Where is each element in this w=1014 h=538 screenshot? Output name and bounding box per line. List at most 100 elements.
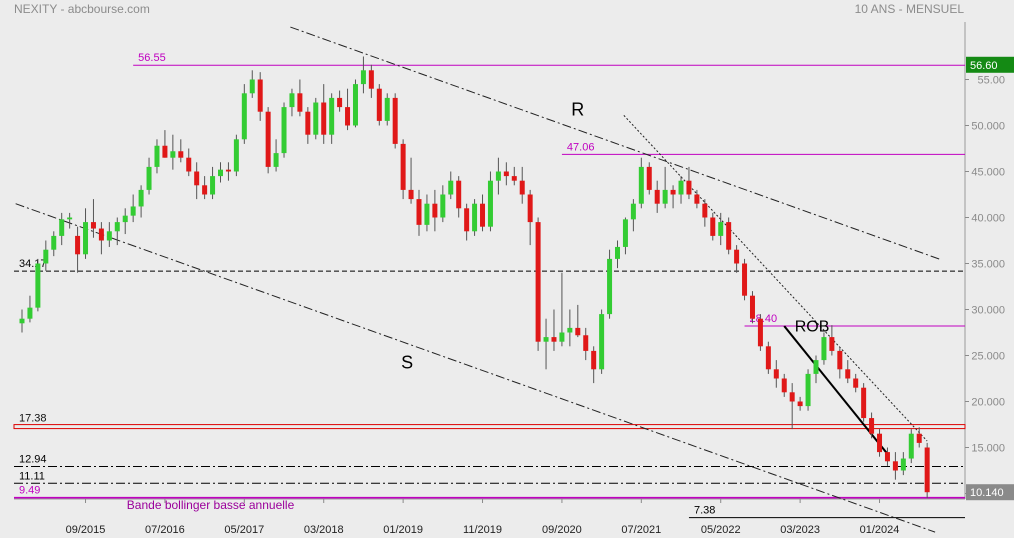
candle-body (368, 70, 374, 89)
level-label: 7.38 (694, 505, 715, 517)
candle-body (622, 219, 628, 247)
candle-body (352, 84, 358, 126)
candle-body (289, 93, 295, 108)
y-tick-label: 55.00 (977, 75, 1005, 87)
candle-body (638, 166, 644, 204)
candle-body (726, 222, 732, 250)
candle-body (757, 318, 763, 347)
x-tick-label: 03/2018 (304, 524, 344, 536)
candle-body (813, 360, 819, 374)
candle-body (535, 222, 541, 342)
candle-body (837, 350, 843, 370)
trend-line (623, 115, 928, 442)
candle-body (265, 111, 271, 167)
candle-body (884, 452, 890, 462)
candle-body (249, 79, 255, 94)
candle-body (487, 180, 493, 227)
candle-body (583, 335, 589, 351)
candle-body (900, 458, 906, 471)
candle-body (19, 318, 25, 324)
candle-body (329, 97, 335, 135)
candle-body (599, 314, 605, 370)
candle-body (178, 151, 184, 158)
candle-body (90, 222, 96, 229)
candle-body (495, 171, 501, 181)
candle-body (154, 145, 160, 167)
candle-body (27, 307, 33, 319)
level-label: 17.38 (19, 413, 47, 425)
candle-body (845, 369, 851, 379)
candle-body (765, 346, 771, 370)
level-label: 12.94 (19, 453, 47, 465)
candle-body (297, 93, 303, 112)
trend-line (15, 203, 936, 533)
candle-body (376, 88, 382, 121)
chart-annotation: Bande bollinger basse annuelle (127, 498, 295, 512)
candle-body (233, 139, 239, 172)
price-badge (966, 484, 1014, 501)
candle-body (908, 433, 914, 459)
candle-body (83, 222, 89, 255)
candle-body (480, 203, 486, 227)
candle-body (225, 169, 231, 172)
price-badge (966, 56, 1014, 73)
candle-body (797, 401, 803, 407)
candle-body (670, 189, 676, 195)
x-tick-label: 09/2020 (542, 524, 582, 536)
candle-body (162, 145, 168, 158)
candle-body (43, 249, 49, 264)
level-label: 11.11 (19, 470, 45, 482)
x-tick-label: 01/2024 (860, 524, 900, 536)
y-tick-label: 20.000 (971, 397, 1005, 409)
candle-body (924, 447, 930, 493)
level-label: 28.40 (750, 313, 778, 325)
candle-body (615, 246, 620, 259)
x-tick-label: 05/2017 (224, 524, 264, 536)
candle-body (321, 102, 327, 135)
candle-body (607, 258, 613, 315)
y-tick-label: 45.000 (971, 167, 1005, 179)
candle-body (718, 222, 724, 236)
candle-body (686, 180, 692, 195)
chart-annotation: ROB (795, 319, 830, 336)
candle-body (734, 249, 740, 264)
y-tick-label: 15.000 (971, 443, 1005, 455)
y-tick-label: 35.000 (971, 259, 1005, 271)
chart-annotation: R (571, 99, 584, 119)
candle-body (114, 222, 120, 232)
candle-body (194, 171, 200, 186)
candle-body (853, 378, 859, 388)
candle-body (773, 369, 779, 379)
candle-body (241, 93, 247, 140)
candle-body (829, 337, 835, 351)
candle-body (749, 295, 755, 319)
x-tick-label: 05/2022 (701, 524, 741, 536)
support-band-line (13, 424, 966, 430)
x-tick-label: 01/2019 (383, 524, 423, 536)
candle-body (464, 208, 470, 232)
candle-body (511, 176, 517, 181)
candle-body (694, 194, 700, 204)
candle-body (575, 327, 581, 336)
candle-body (35, 263, 41, 308)
candle-body (559, 332, 565, 342)
price-badge-label: 56.60 (970, 60, 998, 72)
y-tick-label: 50.000 (971, 121, 1005, 133)
candle-body (146, 166, 152, 190)
candle-body (503, 171, 509, 177)
level-label: 9.49 (19, 485, 40, 497)
level-label: 56.55 (138, 52, 166, 64)
level-label: 34.17 (19, 258, 47, 270)
candle-body (75, 235, 81, 255)
candle-body (527, 194, 533, 223)
candle-body (59, 219, 65, 236)
candle-body (210, 176, 216, 195)
candle-body (456, 180, 462, 209)
x-tick-label: 03/2023 (780, 524, 820, 536)
candle-body (519, 180, 525, 195)
candle-body (384, 97, 390, 121)
candle-body (432, 203, 438, 218)
candle-body (186, 157, 192, 172)
candle-body (170, 151, 176, 158)
